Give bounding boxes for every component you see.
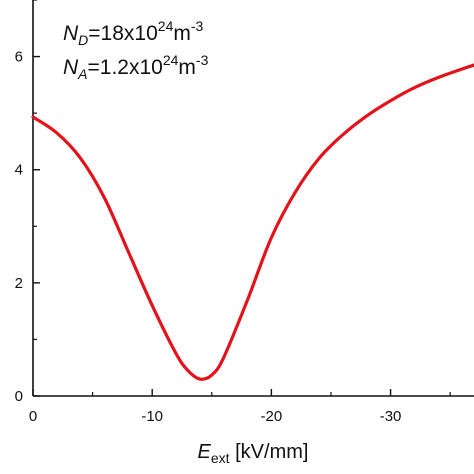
annotation-concentration: NA=1.2x1024m-3 <box>63 52 209 82</box>
ticks <box>32 0 451 397</box>
x-tick-label: -10 <box>141 408 163 425</box>
y-tick-label: 4 <box>15 162 23 179</box>
series <box>31 63 474 381</box>
x-axis-label: Eext [kV/mm] <box>198 441 309 466</box>
x-tick-label: 0 <box>29 408 37 425</box>
y-tick-label: 0 <box>15 388 23 405</box>
y-tick-label: 6 <box>15 49 23 66</box>
annotations: ND=18x1024m-3 NA=1.2x1024m-3 <box>63 18 209 82</box>
x-axis-label-text: Eext [kV/mm] <box>198 441 309 466</box>
annotation-concentration: ND=18x1024m-3 <box>63 18 204 48</box>
tick-labels: 0 -10 -20 -30 0 2 4 6 <box>15 49 402 425</box>
series-line <box>31 63 474 381</box>
axes <box>32 0 474 397</box>
y-tick-label: 2 <box>15 275 23 292</box>
x-tick-label: -20 <box>261 408 283 425</box>
x-tick-label: -30 <box>380 408 402 425</box>
